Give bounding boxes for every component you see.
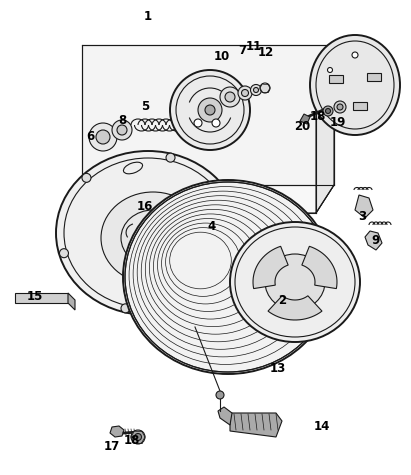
Text: 8: 8 [118,114,126,126]
Ellipse shape [134,434,141,440]
Polygon shape [355,195,373,218]
Polygon shape [302,247,337,289]
Ellipse shape [265,254,325,310]
Ellipse shape [254,87,259,93]
Text: 17: 17 [104,440,120,454]
Ellipse shape [183,216,193,224]
Text: 3: 3 [358,210,366,224]
Text: 5: 5 [141,101,149,114]
Polygon shape [82,45,334,185]
Polygon shape [68,293,75,310]
Text: 20: 20 [294,121,310,133]
Text: 6: 6 [86,131,94,143]
Ellipse shape [56,151,240,315]
Ellipse shape [228,209,237,217]
Polygon shape [268,296,322,320]
Text: 9: 9 [371,234,379,247]
Ellipse shape [121,304,130,313]
Ellipse shape [328,67,332,73]
Ellipse shape [337,104,343,110]
Ellipse shape [225,92,235,102]
Ellipse shape [131,430,145,444]
Polygon shape [15,293,68,303]
Polygon shape [230,413,282,437]
Ellipse shape [230,222,360,342]
Ellipse shape [260,83,270,93]
Polygon shape [64,185,334,213]
Text: 10: 10 [214,50,230,64]
Polygon shape [253,247,288,289]
Ellipse shape [60,249,69,258]
Polygon shape [300,114,310,124]
Ellipse shape [238,86,252,100]
Ellipse shape [139,226,167,250]
Ellipse shape [250,85,261,95]
Ellipse shape [352,52,358,58]
Text: 13: 13 [270,361,286,374]
Ellipse shape [194,119,202,127]
Text: 7: 7 [238,44,246,57]
Ellipse shape [323,106,333,116]
Ellipse shape [212,119,220,127]
Ellipse shape [123,180,333,374]
Polygon shape [218,407,232,425]
Ellipse shape [101,192,205,284]
Text: 11: 11 [246,40,262,54]
Polygon shape [329,76,343,83]
Ellipse shape [170,70,250,150]
Polygon shape [110,426,124,437]
Polygon shape [367,74,381,82]
Text: 16: 16 [137,200,153,213]
Ellipse shape [166,153,175,162]
Ellipse shape [117,125,127,135]
Ellipse shape [216,391,224,399]
Ellipse shape [334,101,346,113]
Ellipse shape [89,123,117,151]
Ellipse shape [112,120,132,140]
Text: 18: 18 [310,111,326,124]
Text: 2: 2 [278,294,286,306]
Text: 1: 1 [144,10,152,23]
Polygon shape [365,231,382,250]
Ellipse shape [310,35,400,135]
Polygon shape [353,102,367,110]
Ellipse shape [198,98,222,122]
Ellipse shape [205,284,214,293]
Text: 4: 4 [208,220,216,234]
Ellipse shape [242,89,249,96]
Ellipse shape [96,130,110,144]
Text: 15: 15 [27,291,43,304]
Polygon shape [158,219,183,235]
Text: 14: 14 [314,420,330,434]
Ellipse shape [176,216,190,228]
Ellipse shape [326,108,330,114]
Text: 12: 12 [258,46,274,58]
Ellipse shape [82,173,91,182]
Text: 18: 18 [124,434,140,446]
Ellipse shape [220,87,240,107]
Text: 19: 19 [330,116,346,130]
Polygon shape [316,45,334,213]
Ellipse shape [205,105,215,115]
